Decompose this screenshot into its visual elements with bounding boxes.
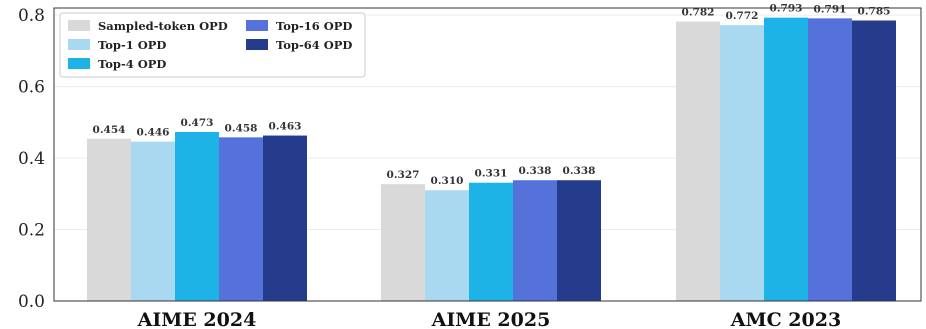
bar xyxy=(808,18,852,302)
data-label: 0.310 xyxy=(431,175,464,187)
legend-label: Top-64 OPD xyxy=(276,38,352,52)
data-label: 0.458 xyxy=(225,122,258,134)
data-label: 0.782 xyxy=(682,7,715,19)
legend-swatch xyxy=(68,58,90,69)
bar xyxy=(263,135,307,301)
y-tick-label: 0.6 xyxy=(18,78,45,98)
data-label: 0.446 xyxy=(137,127,170,139)
y-axis: 0.0 0.2 0.4 0.6 0.8 xyxy=(18,6,45,312)
data-label: 0.338 xyxy=(563,165,596,177)
bar xyxy=(469,182,513,301)
plot-frame xyxy=(53,7,922,302)
data-label: 0.331 xyxy=(475,168,508,180)
bar xyxy=(131,141,175,301)
bar xyxy=(381,184,425,301)
bar xyxy=(425,190,469,301)
y-tick-label: 0.2 xyxy=(18,221,45,241)
legend-swatch xyxy=(246,39,268,50)
legend-swatch xyxy=(68,39,90,50)
data-label: 0.454 xyxy=(93,124,126,136)
bar xyxy=(513,180,557,301)
bar xyxy=(219,137,263,301)
legend-label: Top-4 OPD xyxy=(98,57,166,71)
x-tick-label: AIME 2025 xyxy=(431,309,551,329)
data-label: 0.772 xyxy=(726,10,759,22)
legend-label: Top-1 OPD xyxy=(98,38,166,52)
bar xyxy=(87,138,131,301)
x-tick-label: AMC 2023 xyxy=(730,309,841,329)
data-label: 0.463 xyxy=(269,121,302,133)
bars-group xyxy=(87,17,896,302)
y-tick-label: 0.4 xyxy=(18,149,45,169)
data-labels-group: 0.454 0.446 0.473 0.458 0.463 0.327 0.310 0.331… xyxy=(93,3,891,188)
legend: Sampled-token OPD Top-1 OPD Top-4 OPD Top-1… xyxy=(59,12,366,78)
legend-box xyxy=(59,12,366,78)
legend-label: Sampled-token OPD xyxy=(98,19,228,33)
data-label: 0.791 xyxy=(814,3,847,15)
bar xyxy=(557,180,601,301)
bar xyxy=(175,131,219,301)
bar xyxy=(764,17,808,302)
legend-label: Top-16 OPD xyxy=(276,19,352,33)
x-tick-label: AIME 2024 xyxy=(137,309,257,329)
legend-swatch xyxy=(246,20,268,31)
bar xyxy=(852,20,896,301)
data-label: 0.785 xyxy=(858,6,891,18)
data-label: 0.793 xyxy=(770,3,803,15)
data-label: 0.327 xyxy=(387,169,420,181)
legend-swatch xyxy=(68,20,90,31)
x-axis: AIME 2024 AIME 2025 AMC 2023 xyxy=(137,309,842,329)
y-tick-label: 0.8 xyxy=(18,6,45,26)
data-label: 0.473 xyxy=(181,117,214,129)
data-label: 0.338 xyxy=(519,165,552,177)
bar xyxy=(676,21,720,301)
bar xyxy=(720,25,764,302)
y-tick-label: 0.0 xyxy=(18,292,45,312)
